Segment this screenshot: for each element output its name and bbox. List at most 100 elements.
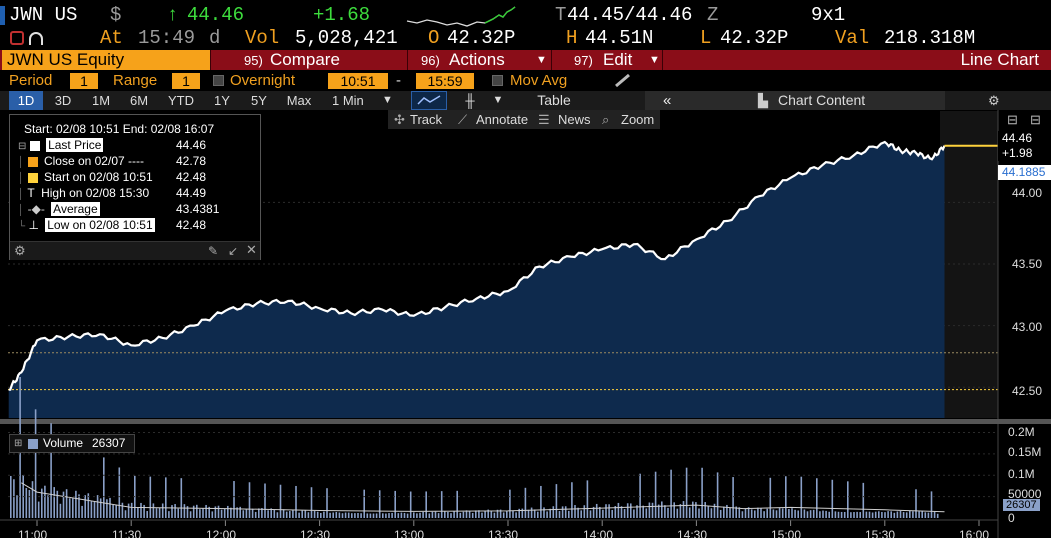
- legend-settings-icon[interactable]: ⚙: [14, 243, 26, 258]
- end-time-input[interactable]: 15:59: [416, 73, 474, 89]
- low-label: L: [700, 27, 712, 49]
- volume-bar: [87, 493, 90, 518]
- volume-bar: [828, 511, 830, 518]
- expand-panel-icon[interactable]: ⊟: [1007, 112, 1018, 127]
- volume-legend[interactable]: ⊞ Volume 26307: [9, 434, 135, 453]
- legend-item[interactable]: │ Close on 02/07 ---- 42.78: [18, 154, 207, 168]
- tab-1m[interactable]: 1M: [91, 93, 111, 108]
- net-change: +1.68: [313, 4, 371, 26]
- range-input[interactable]: 1: [172, 73, 200, 89]
- tab-5y[interactable]: 5Y: [251, 93, 267, 108]
- volume-bar: [335, 511, 338, 518]
- volume-bar: [509, 489, 511, 518]
- volume-bar: [583, 505, 586, 518]
- period-input[interactable]: 1: [70, 73, 98, 89]
- frequency-dropdown[interactable]: 1 Min ▼: [325, 91, 401, 110]
- tab-ytd[interactable]: YTD: [168, 93, 194, 108]
- volume-axis-label: 0: [1008, 511, 1015, 525]
- gear-icon[interactable]: ⚙: [988, 93, 1000, 108]
- volume-bar: [326, 488, 328, 518]
- bid-prefix: T: [555, 4, 567, 26]
- volume-bar: [106, 499, 108, 518]
- volume-bar: [158, 507, 161, 518]
- start-time-input[interactable]: 10:51: [328, 73, 388, 89]
- compare-button[interactable]: 95) Compare: [210, 50, 406, 70]
- volume-bar: [112, 504, 114, 518]
- close-icon[interactable]: ✕: [246, 242, 257, 257]
- volume-bar: [871, 512, 874, 518]
- collapse-icon[interactable]: «: [663, 92, 672, 109]
- volume-bar: [670, 469, 672, 518]
- volume-bar: [843, 511, 846, 518]
- volume-bar: [81, 505, 83, 518]
- volume-bar: [856, 511, 858, 518]
- annotate-button[interactable]: Annotate: [476, 112, 529, 127]
- pencil-icon[interactable]: [613, 73, 633, 89]
- x-tick-label: 16:00: [959, 528, 990, 538]
- volume-bar: [800, 476, 803, 518]
- volume-bar: [555, 484, 558, 518]
- legend-item[interactable]: │ -◆- Average 43.4381: [18, 202, 220, 216]
- volume-bar: [10, 475, 12, 518]
- panel-divider[interactable]: [0, 419, 1051, 424]
- volume-bar: [428, 513, 431, 518]
- news-button[interactable]: News: [558, 112, 591, 127]
- alert-icon[interactable]: [10, 31, 24, 45]
- actions-button[interactable]: 96) Actions ▼: [407, 50, 550, 70]
- volume-bar: [171, 505, 173, 518]
- view-selector[interactable]: Line Chart: [662, 50, 1051, 70]
- table-button[interactable]: Table: [537, 92, 571, 108]
- tab-6m[interactable]: 6M: [129, 93, 149, 108]
- volume-bar: [772, 509, 775, 518]
- bar-chart-icon[interactable]: ╫: [465, 93, 475, 108]
- chart-legend[interactable]: Start: 02/08 10:51 End: 02/08 16:07 ⊟ La…: [9, 114, 261, 260]
- volume-bar: [893, 512, 896, 518]
- volume-bar: [887, 511, 889, 518]
- ticker[interactable]: JWN US: [9, 4, 78, 26]
- volume-bar: [276, 512, 279, 518]
- volume-bar: [788, 509, 790, 518]
- volume-bar: [72, 498, 74, 518]
- pin-icon[interactable]: ✎: [208, 244, 219, 258]
- volume-bar: [735, 506, 737, 518]
- volume-bar: [307, 512, 310, 518]
- tab-3d[interactable]: 3D: [54, 93, 72, 108]
- edit-button[interactable]: 97) Edit ▼: [551, 50, 661, 70]
- volume-bar: [642, 505, 644, 518]
- panel-menu-icon[interactable]: ⊟: [1030, 112, 1041, 127]
- legend-item[interactable]: │ T High on 02/08 15:30 44.49: [18, 186, 207, 200]
- zoom-button[interactable]: Zoom: [621, 112, 655, 127]
- volume-bar: [233, 481, 235, 518]
- legend-swatch: [27, 172, 38, 183]
- track-button[interactable]: Track: [410, 112, 443, 127]
- legend-item[interactable]: └ ⊥ Low on 02/08 10:51 42.48: [18, 218, 207, 232]
- minimize-icon[interactable]: ↙: [228, 244, 239, 258]
- chart-type-dropdown-icon[interactable]: ▼: [492, 94, 504, 106]
- volume-bar: [239, 506, 241, 518]
- x-tick-label: 14:30: [677, 528, 708, 538]
- volume-bar: [242, 510, 245, 518]
- gauge-icon[interactable]: [29, 32, 43, 45]
- legend-item[interactable]: │ Start on 02/08 10:51 42.48: [18, 170, 207, 184]
- volume-bar: [859, 512, 861, 518]
- tab-1d[interactable]: 1D: [9, 91, 43, 110]
- volume-bar: [375, 513, 378, 518]
- volume-bar: [316, 511, 319, 518]
- movavg-checkbox[interactable]: [492, 75, 503, 86]
- volume-bar: [419, 512, 421, 518]
- volume-bar: [434, 511, 437, 518]
- security-field[interactable]: JWN US Equity: [2, 50, 210, 70]
- chart-area[interactable]: [0, 110, 1051, 538]
- currency-symbol: $: [110, 4, 122, 26]
- chart-content-button[interactable]: Chart Content: [778, 92, 866, 108]
- legend-item[interactable]: ⊟ Last Price 44.46: [18, 137, 258, 155]
- low-marker-icon: ⊥: [28, 218, 39, 232]
- tab-1y[interactable]: 1Y: [214, 93, 230, 108]
- volume-bar: [465, 510, 468, 518]
- tab-max[interactable]: Max: [286, 93, 312, 108]
- volume-bar: [506, 510, 508, 518]
- line-chart-icon[interactable]: [411, 91, 447, 110]
- volume-bar: [475, 510, 477, 518]
- overnight-checkbox[interactable]: [213, 75, 224, 86]
- volume-bar: [174, 504, 176, 518]
